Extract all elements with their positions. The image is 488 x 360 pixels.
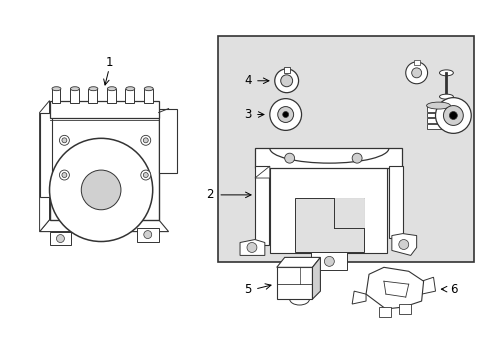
Bar [294, 198, 364, 252]
Bar [413, 60, 419, 65]
Circle shape [60, 170, 69, 180]
Ellipse shape [89, 87, 98, 91]
Ellipse shape [439, 94, 452, 99]
Bar [311, 252, 346, 270]
Text: 6: 6 [448, 283, 456, 296]
Polygon shape [351, 291, 366, 304]
Circle shape [282, 112, 288, 117]
Circle shape [60, 135, 69, 145]
Ellipse shape [52, 87, 61, 91]
Bar [334, 198, 364, 228]
Bar [283, 67, 289, 73]
Bar [426, 118, 449, 123]
Polygon shape [40, 220, 168, 231]
Circle shape [81, 170, 121, 210]
Bar [40, 113, 51, 197]
Bar [49, 231, 71, 246]
Circle shape [277, 107, 293, 122]
Circle shape [405, 62, 427, 84]
Ellipse shape [144, 87, 153, 91]
Bar [388, 166, 402, 238]
Bar [137, 228, 158, 242]
Text: 3: 3 [244, 108, 251, 121]
Polygon shape [421, 277, 435, 294]
Polygon shape [276, 257, 320, 267]
Bar [269, 166, 386, 253]
Circle shape [443, 105, 462, 125]
Circle shape [324, 256, 334, 266]
Bar [143, 89, 152, 103]
Bar [254, 166, 268, 246]
Circle shape [143, 138, 148, 143]
Polygon shape [240, 239, 264, 255]
Bar [125, 89, 134, 103]
Bar [218, 36, 473, 262]
Bar [49, 100, 158, 118]
Circle shape [351, 153, 361, 163]
Circle shape [141, 170, 150, 180]
Circle shape [274, 69, 298, 93]
Bar [51, 89, 61, 103]
Circle shape [411, 68, 421, 78]
Text: 1: 1 [105, 57, 113, 69]
Circle shape [143, 172, 148, 177]
Ellipse shape [125, 87, 135, 91]
Bar [107, 89, 116, 103]
Polygon shape [40, 100, 49, 231]
Circle shape [398, 239, 408, 249]
Text: 5: 5 [244, 283, 251, 296]
Bar [276, 267, 312, 299]
Polygon shape [254, 166, 269, 178]
Bar [398, 304, 410, 314]
Bar [88, 89, 97, 103]
Bar [378, 307, 390, 317]
Polygon shape [391, 234, 416, 255]
Ellipse shape [426, 102, 449, 109]
Text: 4: 4 [244, 74, 251, 87]
Circle shape [49, 138, 152, 242]
Ellipse shape [439, 70, 452, 76]
Circle shape [269, 99, 301, 130]
Circle shape [435, 98, 470, 133]
Circle shape [56, 235, 64, 243]
Ellipse shape [107, 87, 116, 91]
Bar [426, 113, 449, 117]
Circle shape [448, 112, 456, 120]
Bar [426, 105, 449, 112]
Bar [49, 116, 158, 220]
Bar [70, 89, 79, 103]
Ellipse shape [70, 87, 79, 91]
Circle shape [141, 135, 150, 145]
Circle shape [62, 138, 67, 143]
Polygon shape [312, 257, 320, 299]
Bar [158, 109, 176, 173]
Bar [254, 148, 401, 168]
Polygon shape [366, 267, 423, 309]
Circle shape [284, 153, 294, 163]
Bar [426, 125, 449, 129]
Text: 2: 2 [206, 188, 214, 201]
Circle shape [143, 231, 151, 239]
Circle shape [246, 243, 256, 252]
Circle shape [280, 75, 292, 87]
Circle shape [62, 172, 67, 177]
